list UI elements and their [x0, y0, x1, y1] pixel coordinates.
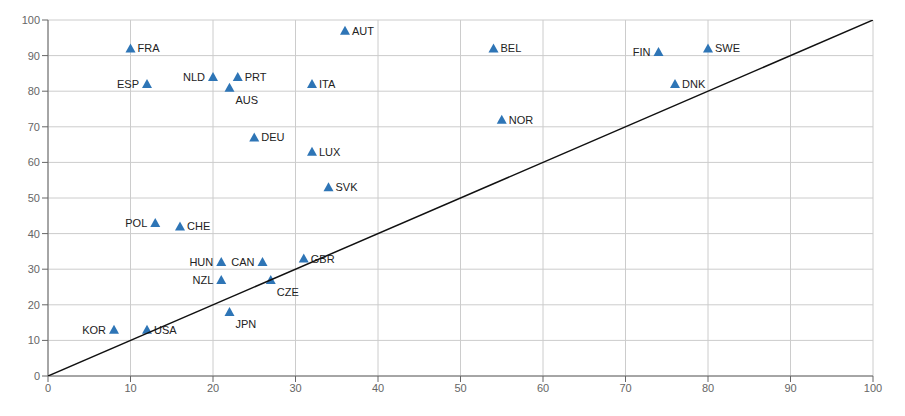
svg-text:USA: USA: [154, 323, 177, 336]
svg-text:ITA: ITA: [319, 78, 336, 90]
svg-text:POL: POL: [125, 217, 147, 229]
svg-text:30: 30: [28, 263, 40, 275]
svg-text:70: 70: [619, 382, 631, 394]
svg-text:HUN: HUN: [189, 256, 213, 268]
svg-text:AUT: AUT: [352, 25, 374, 37]
svg-text:70: 70: [28, 121, 40, 133]
svg-text:NOR: NOR: [509, 114, 534, 126]
svg-text:BEL: BEL: [501, 42, 522, 54]
svg-text:100: 100: [864, 382, 882, 394]
svg-text:0: 0: [34, 370, 40, 382]
svg-text:0: 0: [45, 382, 51, 394]
svg-text:40: 40: [28, 228, 40, 240]
svg-text:NZL: NZL: [192, 274, 213, 286]
svg-text:SWE: SWE: [715, 42, 740, 54]
svg-text:PRT: PRT: [245, 71, 267, 83]
svg-text:AUS: AUS: [236, 94, 259, 106]
svg-text:20: 20: [28, 299, 40, 311]
svg-text:CAN: CAN: [231, 256, 254, 268]
svg-text:10: 10: [28, 334, 40, 346]
svg-text:40: 40: [372, 382, 384, 394]
svg-text:50: 50: [28, 192, 40, 204]
svg-text:JPN: JPN: [236, 318, 257, 330]
svg-text:30: 30: [289, 382, 301, 394]
svg-text:DEU: DEU: [261, 131, 284, 143]
svg-text:60: 60: [537, 382, 549, 394]
svg-text:CZE: CZE: [277, 286, 299, 298]
svg-text:100: 100: [22, 14, 40, 26]
svg-text:SVK: SVK: [336, 181, 359, 193]
svg-text:50: 50: [454, 382, 466, 394]
svg-text:10: 10: [124, 382, 136, 394]
svg-text:KOR: KOR: [82, 324, 106, 336]
svg-text:80: 80: [702, 382, 714, 394]
svg-text:LUX: LUX: [319, 146, 341, 158]
svg-text:ESP: ESP: [117, 78, 139, 90]
svg-text:90: 90: [784, 382, 796, 394]
svg-text:FIN: FIN: [633, 46, 651, 58]
svg-text:80: 80: [28, 85, 40, 97]
svg-text:NLD: NLD: [183, 71, 205, 83]
svg-text:90: 90: [28, 50, 40, 62]
svg-text:20: 20: [207, 382, 219, 394]
svg-text:DNK: DNK: [682, 78, 706, 90]
svg-text:60: 60: [28, 156, 40, 168]
svg-text:CHE: CHE: [187, 220, 210, 232]
svg-text:FRA: FRA: [138, 42, 161, 54]
svg-text:GBR: GBR: [310, 252, 335, 265]
